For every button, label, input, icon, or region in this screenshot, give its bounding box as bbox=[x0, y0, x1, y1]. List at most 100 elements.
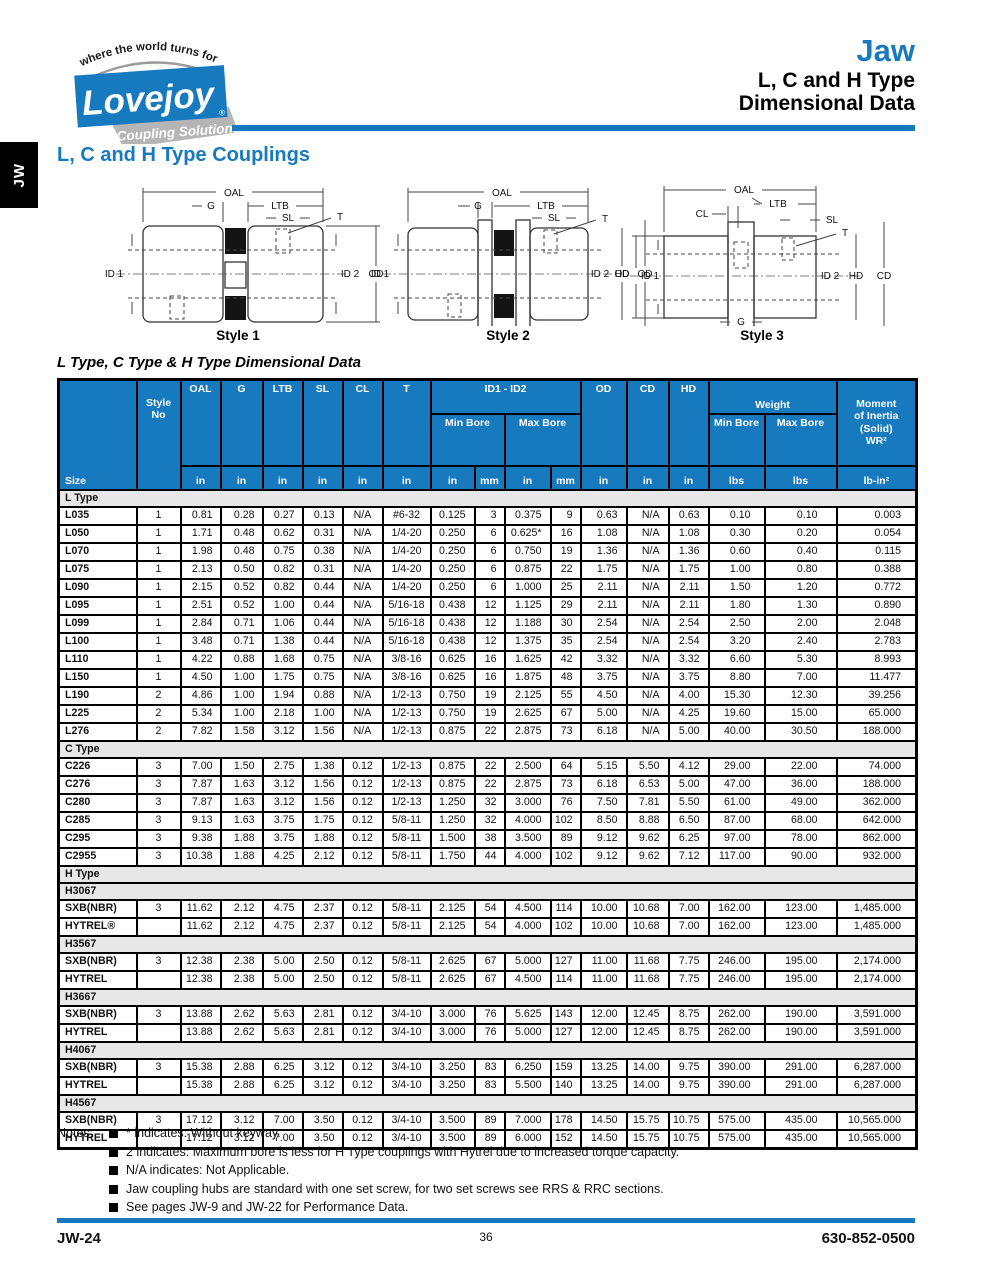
table-cell: 1.00 bbox=[219, 685, 264, 706]
unit-lbs: lbs bbox=[707, 464, 766, 491]
note-text: 2 indicates: Maximum bore is less for H … bbox=[126, 1144, 680, 1159]
dim-od: OD bbox=[638, 269, 653, 280]
table-cell: 0.52 bbox=[219, 577, 264, 598]
table-cell: 10,565.000 bbox=[835, 1128, 918, 1149]
table-cell: 5.500 bbox=[503, 1075, 552, 1096]
footer-page-code: JW-24 bbox=[57, 1230, 101, 1247]
table-cell: 3/8-16 bbox=[381, 667, 432, 688]
table-cell: 0.890 bbox=[835, 595, 918, 616]
section-label: H4567 bbox=[57, 1093, 918, 1113]
table-cell: 1/4-20 bbox=[381, 559, 432, 580]
dim-cd: CD bbox=[877, 271, 891, 282]
table-cell: 40.00 bbox=[707, 721, 766, 742]
table-cell: 127 bbox=[549, 951, 582, 972]
table-cell: 6,287.000 bbox=[835, 1075, 918, 1096]
table-cell: 1.63 bbox=[219, 810, 264, 831]
col-cl: CL bbox=[341, 378, 384, 467]
table-cell: 19.60 bbox=[707, 703, 766, 724]
table-cell: 6.25 bbox=[261, 1075, 304, 1096]
table-cell: 1 bbox=[135, 649, 182, 670]
table-cell: 2.500 bbox=[503, 756, 552, 777]
table-cell: 0.625 bbox=[429, 667, 476, 688]
table-cell: 1.98 bbox=[179, 541, 222, 562]
table-cell: 3.250 bbox=[429, 1075, 476, 1096]
dim-sl: SL bbox=[826, 215, 839, 226]
table-cell: 2,174.000 bbox=[835, 969, 918, 990]
table-cell: 0.875 bbox=[429, 756, 476, 777]
col-od: OD bbox=[579, 378, 628, 467]
table-cell: 114 bbox=[549, 898, 582, 919]
table-cell: 0.30 bbox=[707, 523, 766, 544]
unit-in: in bbox=[429, 464, 476, 491]
table-cell: 0.12 bbox=[341, 1110, 384, 1131]
table-cell: 12 bbox=[473, 613, 506, 634]
col-weight: Weight bbox=[707, 378, 838, 415]
table-cell: C295 bbox=[57, 828, 138, 849]
table-cell: 2.11 bbox=[667, 577, 710, 598]
col-id1-id2: ID1 - ID2 bbox=[429, 378, 582, 415]
table-cell: 17.12 bbox=[179, 1128, 222, 1149]
table-cell: 76 bbox=[473, 1022, 506, 1043]
table-cell: 7.82 bbox=[179, 721, 222, 742]
dim-id1: ID 1 bbox=[105, 269, 124, 280]
table-row: L095 1 2.51 0.52 1.00 0.44 N/A 5/16-18 0.438 12 1.… bbox=[57, 595, 918, 616]
table-cell: 932.000 bbox=[835, 846, 918, 867]
table-row: L100 1 3.48 0.71 1.38 0.44 N/A 5/16-18 0.438 12 1.… bbox=[57, 631, 918, 652]
table-cell: 16 bbox=[549, 523, 582, 544]
dim-sl: SL bbox=[548, 213, 561, 224]
table-cell: 12.45 bbox=[625, 1022, 670, 1043]
table-cell: 0.80 bbox=[763, 559, 838, 580]
table-cell: 262.00 bbox=[707, 1022, 766, 1043]
table-cell: 2.11 bbox=[579, 595, 628, 616]
table-cell: N/A bbox=[625, 595, 670, 616]
logo-tagline: where the world turns for bbox=[77, 41, 219, 69]
table-cell: 0.75 bbox=[301, 667, 344, 688]
table-cell: 0.88 bbox=[301, 685, 344, 706]
table-cell: 9.38 bbox=[179, 828, 222, 849]
table-cell: 7.87 bbox=[179, 792, 222, 813]
dim-id2: ID 2 bbox=[591, 269, 610, 280]
table-cell: C276 bbox=[57, 774, 138, 795]
col-g: G bbox=[219, 378, 264, 467]
table-cell: 3/4-10 bbox=[381, 1110, 432, 1131]
table-cell: 5/8-11 bbox=[381, 951, 432, 972]
dim-oal: OAL bbox=[492, 188, 512, 199]
table-cell: 1/2-13 bbox=[381, 721, 432, 742]
lovejoy-logo-icon: where the world turns for Lovejoy ® Coup… bbox=[74, 41, 241, 149]
table-cell: 0.63 bbox=[579, 505, 628, 526]
table-cell: 0.003 bbox=[835, 505, 918, 526]
table-cell: 30 bbox=[549, 613, 582, 634]
table-cell: 2.54 bbox=[667, 631, 710, 652]
table-cell: 1.08 bbox=[667, 523, 710, 544]
table-cell: 4.000 bbox=[503, 846, 552, 867]
table-cell: 1.36 bbox=[579, 541, 628, 562]
table-cell: N/A bbox=[625, 631, 670, 652]
note-text: See pages JW-9 and JW-22 for Performance… bbox=[126, 1200, 409, 1214]
table-cell: SXB(NBR) bbox=[57, 1110, 138, 1131]
table-cell: 64 bbox=[549, 756, 582, 777]
col-ltb: LTB bbox=[261, 378, 304, 467]
table-cell: 97.00 bbox=[707, 828, 766, 849]
table-cell: 0.38 bbox=[301, 541, 344, 562]
table-cell: 1.63 bbox=[219, 792, 264, 813]
unit-in: in bbox=[579, 464, 628, 491]
table-cell: HYTREL® bbox=[57, 916, 138, 937]
section-label: C Type bbox=[57, 739, 918, 759]
table-row: SXB(NBR) 3 12.38 2.38 5.00 2.50 0.12 5/8-11 2.62… bbox=[57, 951, 918, 972]
table-cell: 4.25 bbox=[261, 846, 304, 867]
table-cell: 2.15 bbox=[179, 577, 222, 598]
table-section-row: H3667 bbox=[57, 987, 918, 1007]
table-cell: 14.50 bbox=[579, 1110, 628, 1131]
table-cell: 2.75 bbox=[261, 756, 304, 777]
table-cell: 3/4-10 bbox=[381, 1004, 432, 1025]
table-cell: 0.12 bbox=[341, 1075, 384, 1096]
table-cell: N/A bbox=[625, 613, 670, 634]
table-cell: 7.50 bbox=[579, 792, 628, 813]
table-cell: N/A bbox=[625, 667, 670, 688]
note-text: * indicates: Without keyway. bbox=[126, 1126, 281, 1140]
table-cell: 0.12 bbox=[341, 898, 384, 919]
table-cell: 2.81 bbox=[301, 1004, 344, 1025]
table-row: C295 3 9.38 1.88 3.75 1.88 0.12 5/8-11 1.500 38 3.… bbox=[57, 828, 918, 849]
table-cell: 2.50 bbox=[707, 613, 766, 634]
table-cell: 5/16-18 bbox=[381, 613, 432, 634]
